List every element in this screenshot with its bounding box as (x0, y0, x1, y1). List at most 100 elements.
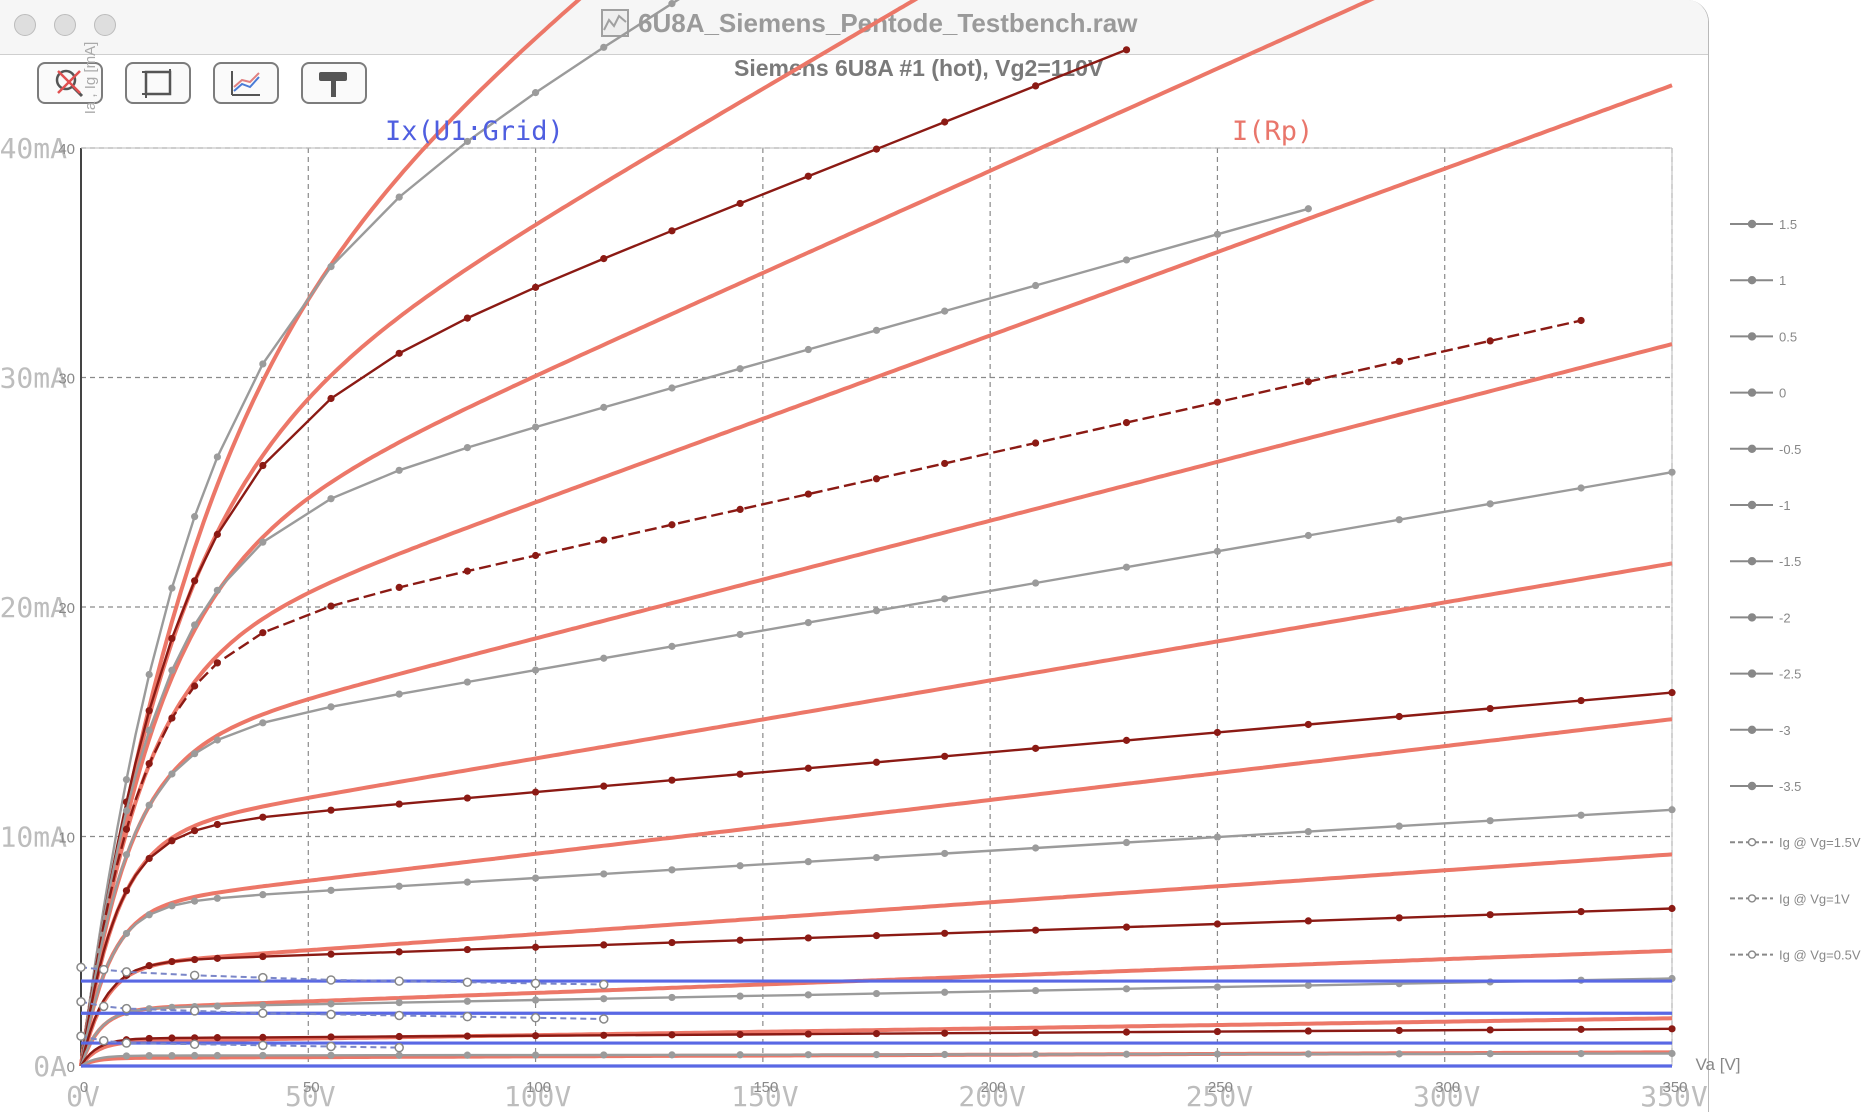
data-tips-button[interactable] (213, 62, 279, 104)
measured-point (1032, 1029, 1040, 1037)
measured-point (395, 583, 403, 592)
grid-current-point (76, 996, 86, 1007)
grid-current-point (121, 967, 132, 977)
measured-point (1213, 728, 1222, 737)
x-tick-label: 350V (1640, 1080, 1708, 1112)
measured-point (1395, 712, 1403, 721)
measured-point (1032, 82, 1040, 90)
legend-label: -3 (1779, 723, 1791, 738)
legend-item[interactable]: -3.5 (1730, 779, 1801, 794)
legend-item[interactable]: -2 (1730, 610, 1791, 625)
legend-item[interactable]: -1.5 (1730, 554, 1801, 569)
legend-item[interactable]: 0 (1730, 386, 1786, 401)
x-tick-sublabel: 200 (981, 1079, 1006, 1096)
model-curve (79, 717, 1673, 1067)
measured-point (600, 43, 608, 51)
legend-item[interactable]: 0.5 (1730, 329, 1797, 344)
measured-point (872, 853, 881, 862)
legend-swatch-marker (1747, 613, 1757, 622)
measured-point (1577, 811, 1585, 819)
measured-point (145, 760, 153, 768)
legend-item[interactable]: -3 (1730, 723, 1791, 738)
measured-point (327, 703, 335, 711)
legend-item[interactable]: -2.5 (1730, 667, 1801, 682)
measured-point (941, 459, 949, 468)
measured-point (1486, 1050, 1494, 1058)
measured-point (145, 801, 153, 809)
measured-point (1395, 1026, 1403, 1035)
waveform-document-icon (601, 9, 629, 37)
measured-point (395, 1032, 403, 1041)
measured-point (1577, 696, 1585, 705)
legend-label: 0.5 (1779, 329, 1797, 344)
legend-swatch-marker (1747, 557, 1757, 566)
y-tick-label: 20mA (0, 591, 67, 624)
trace-label-plate: I(Rp) (1232, 116, 1313, 147)
zoom-reset-button[interactable] (37, 62, 103, 104)
measured-point (1304, 720, 1312, 729)
grid-current-point (462, 977, 473, 987)
x-tick-sublabel: 150 (753, 1079, 778, 1096)
measured-point (1032, 744, 1040, 752)
legend-item[interactable]: -1 (1730, 498, 1791, 513)
measured-point (259, 952, 267, 961)
chart-cursor-icon (231, 71, 260, 96)
x-tick-label: 250V (1186, 1080, 1254, 1112)
measured-point (872, 145, 881, 153)
legend-item[interactable]: -0.5 (1730, 442, 1801, 457)
measured-point (168, 666, 176, 674)
grid-current-point (530, 978, 541, 989)
zoom-window-button[interactable] (94, 14, 116, 36)
model-curve (79, 0, 1375, 1067)
measured-point (668, 227, 676, 235)
measured-point (1213, 1027, 1222, 1036)
measured-point (191, 577, 199, 585)
measured-point (327, 263, 335, 271)
grid-current-point (98, 1036, 109, 1046)
measured-point (395, 882, 403, 890)
measured-point (600, 403, 608, 411)
measured-curve (79, 48, 1127, 1067)
measured-curve (79, 0, 680, 1067)
measured-point (122, 775, 131, 784)
close-window-button[interactable] (14, 14, 36, 36)
legend-item[interactable]: 1 (1730, 273, 1786, 288)
toolbar (0, 55, 1708, 111)
model-curves (79, 0, 1673, 1068)
grid-current-curves (76, 962, 1672, 1068)
measured-point (1486, 704, 1494, 713)
measured-point (122, 825, 131, 833)
legend-swatch-marker (1747, 725, 1757, 734)
settings-button[interactable] (301, 62, 367, 104)
trace-labels: Ix(U1:Grid) I(Rp) (385, 116, 1313, 147)
measured-point (804, 764, 812, 772)
minimize-window-button[interactable] (54, 14, 76, 36)
magnifier-cross-icon (55, 69, 84, 98)
grid-current-point (121, 1003, 132, 1014)
grid-current-measured-curve (80, 966, 604, 986)
legend-item[interactable]: Ig @ Vg=1V (1730, 891, 1850, 906)
x-tick-label: 150V (731, 1080, 799, 1112)
measured-point (213, 586, 221, 594)
autoscale-button[interactable] (125, 62, 191, 104)
measured-point (804, 934, 812, 942)
measured-point (213, 1051, 221, 1060)
grid-current-point (76, 1031, 86, 1041)
legend-label: Ig @ Vg=1.5V (1779, 835, 1861, 850)
measured-point (145, 707, 153, 715)
legend-item[interactable]: Ig @ Vg=1.5V (1730, 835, 1861, 850)
measured-point (600, 654, 608, 662)
measured-point (941, 929, 949, 937)
measured-point (1486, 500, 1494, 508)
measured-point (1304, 828, 1312, 836)
legend-label: 1 (1779, 273, 1786, 288)
x-tick-label: 50V (285, 1080, 336, 1112)
measured-point (531, 89, 540, 97)
measured-point (1668, 806, 1676, 814)
legend-item[interactable]: 1.5 (1730, 217, 1797, 232)
measured-point (259, 719, 267, 727)
legend-item[interactable]: Ig @ Vg=0.5V (1730, 948, 1861, 963)
measured-point (145, 1005, 153, 1013)
measured-point (804, 858, 812, 866)
